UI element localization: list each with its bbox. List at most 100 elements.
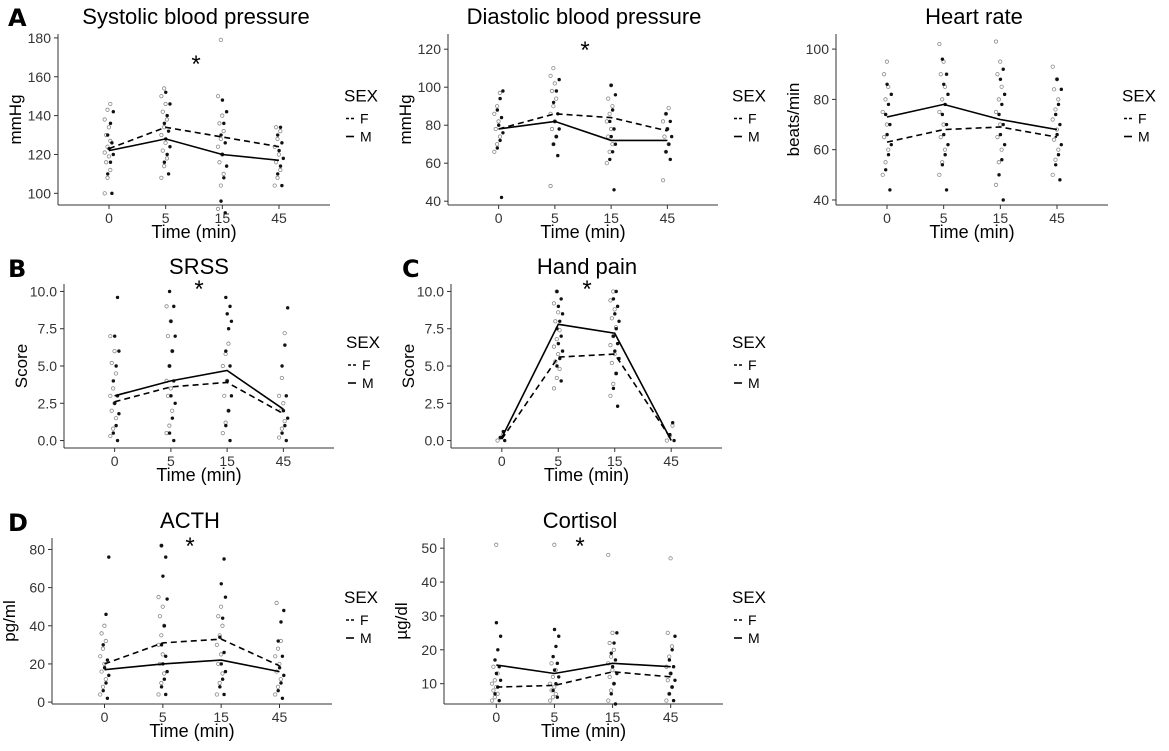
- data-point-m: [560, 349, 565, 353]
- data-point-f: [611, 289, 616, 294]
- y-tick-label: 120: [418, 41, 442, 57]
- data-point-m: [884, 168, 888, 172]
- legend: SEX FM: [732, 333, 766, 391]
- data-point-f: [165, 334, 171, 339]
- legend: SEX FM: [732, 588, 766, 646]
- data-point-m: [219, 662, 223, 666]
- data-point-f: [608, 654, 614, 659]
- legend-item-label: F: [360, 111, 369, 127]
- data-point-m: [555, 364, 559, 368]
- data-point-f: [995, 135, 1000, 140]
- series-line-f: [886, 126, 1058, 143]
- data-point-m: [164, 654, 168, 658]
- x-tick-label: 5: [551, 210, 559, 226]
- data-point-f: [999, 84, 1004, 89]
- data-point-m: [670, 685, 674, 689]
- data-point-m: [105, 696, 110, 700]
- data-point-f: [489, 681, 495, 686]
- data-point-m: [106, 172, 110, 176]
- data-point-m: [665, 127, 670, 131]
- data-point-m: [228, 438, 232, 443]
- y-tick-label: 100: [418, 79, 442, 95]
- data-point-m: [107, 673, 111, 678]
- data-point-m: [671, 665, 676, 669]
- y-axis-label: µg/dl: [392, 602, 411, 639]
- data-point-m: [556, 341, 561, 346]
- data-point-m: [944, 72, 949, 76]
- significance-marker: *: [194, 276, 203, 303]
- data-point-m: [284, 438, 288, 443]
- significance-marker: *: [185, 533, 194, 560]
- y-tick-label: 5.0: [425, 358, 445, 374]
- data-point-m: [220, 677, 225, 681]
- series-line-f: [104, 638, 280, 667]
- legend-title: SEX: [732, 333, 766, 352]
- data-point-m: [173, 401, 177, 405]
- data-point-m: [169, 394, 173, 398]
- data-point-m: [493, 692, 497, 696]
- series-line-m: [104, 659, 280, 673]
- data-point-m: [222, 557, 226, 561]
- chart-title: ACTH: [160, 508, 220, 533]
- data-point-f: [104, 160, 109, 165]
- data-point-m: [615, 341, 620, 346]
- data-point-m: [285, 416, 290, 420]
- y-tick-label: 40: [813, 192, 829, 208]
- data-point-m: [101, 643, 105, 647]
- data-point-f: [611, 647, 616, 652]
- data-point-m: [113, 334, 117, 338]
- data-point-f: [226, 341, 231, 346]
- data-point-f: [282, 331, 287, 336]
- data-point-m: [102, 666, 107, 670]
- data-point-m: [280, 364, 284, 368]
- data-point-f: [664, 698, 669, 703]
- data-point-m: [551, 688, 555, 693]
- y-tick-label: 0.0: [38, 433, 58, 449]
- data-point-f: [103, 638, 108, 644]
- data-point-f: [608, 343, 613, 348]
- data-point-m: [1001, 67, 1005, 71]
- data-point-f: [1052, 137, 1057, 142]
- legend-item-label: M: [360, 630, 372, 646]
- y-tick-label: 60: [29, 580, 45, 596]
- data-point-m: [282, 673, 286, 678]
- data-point-m: [162, 677, 167, 681]
- legend: SEX FM: [344, 588, 378, 646]
- x-tick-label: 15: [607, 453, 623, 469]
- x-tick-label: 5: [554, 453, 562, 469]
- data-point-f: [666, 106, 671, 111]
- data-point-f: [275, 646, 281, 651]
- y-tick-label: 160: [28, 69, 52, 85]
- data-point-m: [558, 319, 562, 323]
- data-point-m: [281, 409, 286, 413]
- data-point-m: [111, 110, 116, 114]
- data-point-f: [607, 149, 612, 154]
- data-point-m: [278, 164, 283, 168]
- x-tick-label: 0: [492, 709, 500, 725]
- data-point-m: [495, 108, 500, 112]
- data-point-f: [105, 107, 110, 112]
- chart-cortisol: Cortisol 10 20 30 40 50 0 5 15 45 Time (min) µg/dl *…: [392, 508, 766, 741]
- significance-marker: *: [575, 533, 584, 560]
- data-point-m: [946, 92, 950, 97]
- data-point-f: [111, 386, 116, 391]
- significance-marker: *: [191, 51, 200, 78]
- data-point-f: [557, 366, 562, 372]
- data-point-m: [612, 127, 616, 131]
- data-point-m: [117, 412, 121, 416]
- x-tick-label: 0: [495, 210, 503, 226]
- y-tick-label: 100: [806, 41, 830, 57]
- x-axis-label: Time (min): [149, 721, 234, 741]
- data-point-f: [159, 680, 164, 686]
- data-point-f: [548, 73, 553, 78]
- series-line-m: [886, 103, 1058, 131]
- data-point-m: [497, 698, 501, 703]
- data-point-f: [217, 121, 222, 126]
- data-point-f: [557, 328, 562, 333]
- data-point-m: [609, 692, 613, 696]
- data-point-f: [554, 96, 559, 101]
- y-tick-label: 7.5: [425, 321, 445, 337]
- data-point-m: [228, 364, 232, 368]
- data-point-m: [997, 112, 1001, 117]
- data-point-m: [114, 423, 118, 428]
